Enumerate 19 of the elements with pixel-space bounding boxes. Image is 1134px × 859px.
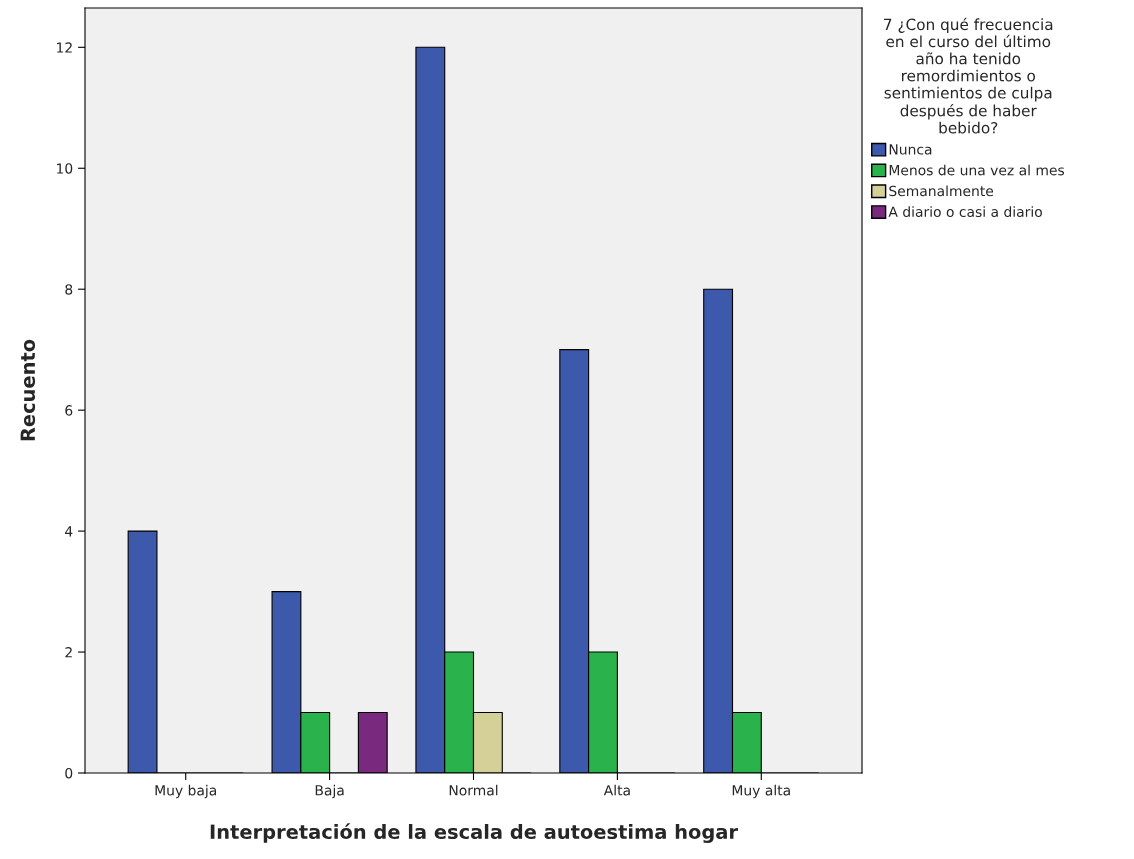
x-tick-label: Alta	[603, 784, 630, 796]
y-tick-label: 8	[65, 284, 73, 295]
x-tick-label: Muy alta	[732, 784, 790, 799]
y-tick-label: 0	[65, 767, 73, 779]
y-tick-label: 2	[65, 647, 72, 658]
legend-label: Nunca	[889, 144, 932, 155]
x-tick-label: Normal	[449, 784, 498, 796]
legend-label: Menos de una vez al mes	[889, 164, 1065, 176]
legend-label: A diario o casi a diario	[888, 206, 1042, 218]
y-tick-label: 6	[65, 405, 73, 416]
y-tick-label: 12	[57, 42, 72, 53]
x-tick-label: Muy baja	[155, 784, 217, 799]
y-axis-title: Recuento	[20, 339, 36, 441]
y-tick-label: 4	[65, 526, 73, 537]
legend-title: 7 ¿Con qué frecuencia en el curso del último año ha tenido remordimientos o sentimientos de culpa después de haber bebido?	[884, 17, 1053, 134]
x-tick-label: Baja	[315, 784, 344, 799]
x-axis-title: Interpretación de la escala de autoestima hogar	[210, 823, 738, 843]
y-tick-label: 10	[57, 163, 73, 174]
legend-label: Semanalmente	[889, 185, 994, 197]
